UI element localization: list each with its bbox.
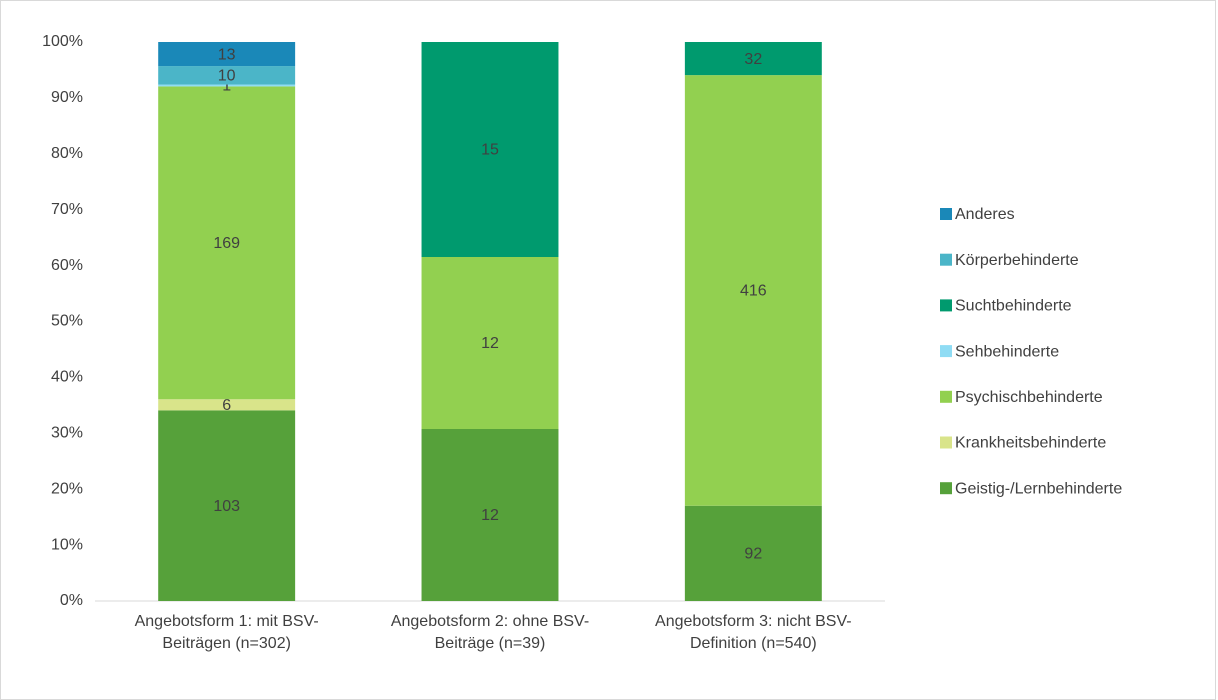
y-tick-label: 100%: [42, 33, 83, 50]
bar-segment: [158, 66, 296, 85]
legend-label: Krankheitsbehinderte: [955, 435, 1106, 452]
y-tick-label: 90%: [51, 89, 83, 106]
legend-label: Körperbehinderte: [955, 252, 1079, 269]
data-label: 169: [213, 235, 240, 252]
data-label: 12: [481, 335, 499, 352]
y-tick-label: 30%: [51, 425, 83, 442]
y-tick-label: 60%: [51, 257, 83, 274]
x-tick-label: Angebotsform 1: mit BSV-Beiträgen (n=302…: [134, 613, 319, 652]
data-label: 92: [744, 546, 762, 563]
data-label: 416: [740, 283, 767, 300]
legend-swatch: [940, 299, 952, 312]
y-tick-label: 70%: [51, 201, 83, 218]
bar-segment: [158, 84, 296, 87]
x-tick-label: Angebotsform 2: ohne BSV-Beiträge (n=39): [390, 613, 590, 652]
legend-swatch: [940, 482, 952, 495]
bar-segment: [158, 86, 296, 400]
data-label: 32: [744, 51, 762, 68]
y-tick-label: 20%: [51, 480, 83, 497]
y-tick-label: 0%: [60, 592, 83, 609]
bar-segment: [158, 410, 296, 601]
x-tick-label: Angebotsform 3: nicht BSV-Definition (n=…: [655, 613, 852, 652]
bar-segment: [421, 42, 559, 257]
legend-label: Suchtbehinderte: [955, 298, 1072, 315]
bar-segment: [421, 257, 559, 429]
legend-swatch: [940, 345, 952, 358]
bar-segment: [684, 42, 822, 76]
data-label: 15: [481, 142, 499, 159]
legend-swatch: [940, 253, 952, 266]
legend-label: Sehbehinderte: [955, 343, 1059, 360]
y-tick-label: 40%: [51, 369, 83, 386]
data-label: 1: [222, 78, 231, 95]
data-label: 12: [481, 507, 499, 524]
data-label: 6: [222, 397, 231, 414]
data-label: 10: [218, 68, 236, 85]
bar-segment: [684, 75, 822, 506]
legend-label: Anderes: [955, 206, 1015, 223]
chart: 0% 10% 20% 30% 40% 50% 60% 70% 80% 90% 100% 103 6 169…: [42, 33, 1122, 609]
data-label: 103: [213, 498, 240, 515]
data-label: 13: [218, 46, 236, 63]
y-tick-label: 10%: [51, 536, 83, 553]
y-tick-label: 80%: [51, 145, 83, 162]
y-tick-label: 50%: [51, 313, 83, 330]
bar-segment: [421, 429, 559, 601]
legend-swatch: [940, 390, 952, 403]
bar-segment: [158, 399, 296, 411]
bar-segment: [158, 42, 296, 67]
legend-label: Psychischbehinderte: [955, 389, 1103, 406]
legend-label: Geistig-/Lernbehinderte: [955, 480, 1122, 497]
bar-segment: [684, 505, 822, 601]
legend-swatch: [940, 436, 952, 449]
legend-swatch: [940, 208, 952, 220]
